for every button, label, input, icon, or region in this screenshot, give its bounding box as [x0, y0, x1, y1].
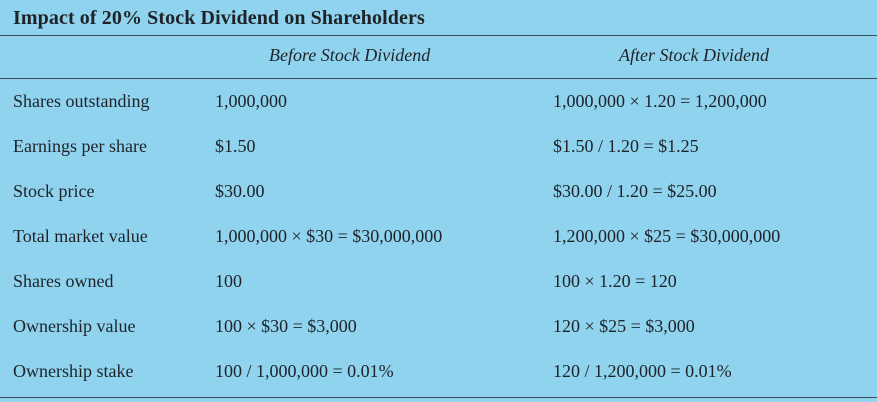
after-value: $30.00 / 1.20 = $25.00	[553, 181, 717, 201]
column-header-before: Before Stock Dividend	[269, 45, 431, 65]
before-value: 1,000,000 × $30 = $30,000,000	[215, 226, 443, 246]
row-label: Shares outstanding	[13, 91, 150, 111]
table-row-total-market-value: Total market value 1,000,000 × $30 = $30…	[0, 219, 877, 264]
table-row-ownership-stake: Ownership stake 100 / 1,000,000 = 0.01% …	[0, 354, 877, 399]
row-label: Shares owned	[13, 271, 114, 291]
table-row-earnings-per-share: Earnings per share $1.50 $1.50 / 1.20 = …	[0, 129, 877, 174]
row-label: Earnings per share	[13, 136, 147, 156]
table-body: Shares outstanding 1,000,000 1,000,000 ×…	[0, 84, 877, 399]
table-row-shares-outstanding: Shares outstanding 1,000,000 1,000,000 ×…	[0, 84, 877, 129]
before-value: $1.50	[215, 136, 256, 156]
row-label: Ownership value	[13, 316, 136, 336]
row-label: Total market value	[13, 226, 148, 246]
after-value: 120 / 1,200,000 = 0.01%	[553, 361, 732, 381]
row-label: Ownership stake	[13, 361, 134, 381]
column-header-after: After Stock Dividend	[619, 45, 769, 65]
table-row-ownership-value: Ownership value 100 × $30 = $3,000 120 ×…	[0, 309, 877, 354]
table-title: Impact of 20% Stock Dividend on Sharehol…	[13, 7, 425, 29]
before-value: 100 × $30 = $3,000	[215, 316, 357, 336]
bottom-rule	[0, 397, 877, 398]
header-rule	[0, 78, 877, 79]
before-value: 100	[215, 271, 242, 291]
top-rule	[0, 35, 877, 36]
table-row-stock-price: Stock price $30.00 $30.00 / 1.20 = $25.0…	[0, 174, 877, 219]
after-value: 120 × $25 = $3,000	[553, 316, 695, 336]
after-value: $1.50 / 1.20 = $1.25	[553, 136, 699, 156]
row-label: Stock price	[13, 181, 95, 201]
after-value: 1,200,000 × $25 = $30,000,000	[553, 226, 781, 246]
table-row-shares-owned: Shares owned 100 100 × 1.20 = 120	[0, 264, 877, 309]
before-value: $30.00	[215, 181, 265, 201]
before-value: 1,000,000	[215, 91, 287, 111]
before-value: 100 / 1,000,000 = 0.01%	[215, 361, 394, 381]
after-value: 1,000,000 × 1.20 = 1,200,000	[553, 91, 767, 111]
after-value: 100 × 1.20 = 120	[553, 271, 677, 291]
